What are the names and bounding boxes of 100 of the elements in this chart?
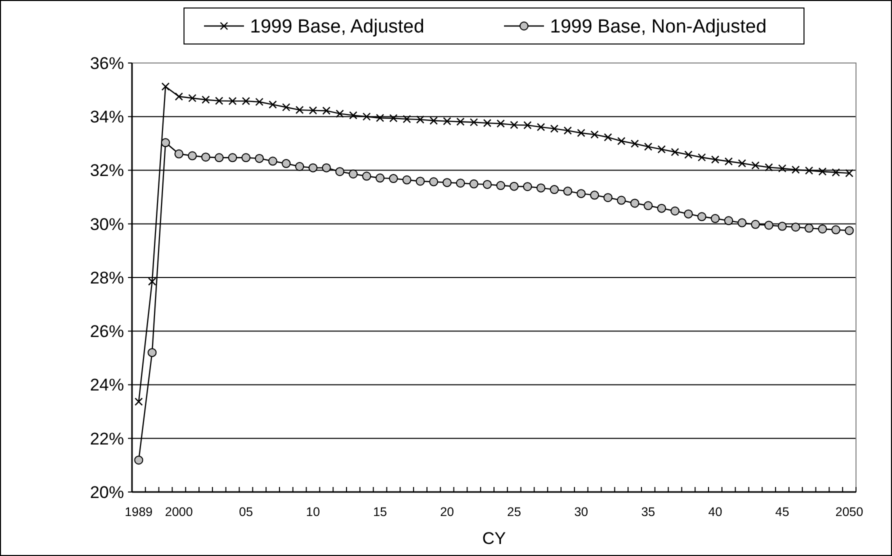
point — [322, 106, 331, 115]
point — [804, 166, 814, 175]
point — [603, 193, 612, 202]
point — [845, 169, 854, 178]
point — [201, 152, 210, 162]
legend-label: 1999 Base, Adjusted — [250, 16, 424, 38]
x-axis-title: CY — [482, 529, 506, 548]
point — [482, 180, 492, 189]
point — [242, 96, 250, 106]
point — [832, 168, 840, 176]
point — [778, 222, 787, 231]
point — [241, 153, 250, 162]
y-tick-label: 34% — [90, 108, 124, 127]
point — [228, 96, 237, 106]
point — [202, 96, 210, 104]
point — [750, 220, 760, 229]
point — [590, 190, 600, 200]
point — [831, 225, 840, 234]
y-tick-label: 30% — [90, 214, 124, 234]
point — [148, 348, 157, 358]
point — [510, 182, 519, 191]
x-tick-label: 40 — [708, 505, 722, 519]
point — [536, 183, 546, 192]
point — [469, 179, 478, 188]
point — [442, 178, 452, 188]
x-tick-label: 45 — [775, 505, 790, 519]
point — [523, 121, 532, 130]
point — [630, 140, 639, 148]
point — [282, 159, 291, 168]
point — [791, 222, 800, 232]
point — [134, 456, 144, 465]
point — [550, 185, 559, 194]
point — [764, 163, 773, 172]
point — [698, 153, 706, 162]
point — [228, 153, 238, 162]
point — [416, 115, 424, 124]
point — [550, 124, 558, 133]
y-tick-label: 24% — [90, 376, 124, 395]
point — [376, 174, 385, 183]
point — [510, 120, 518, 130]
point — [322, 163, 331, 172]
point — [576, 189, 586, 198]
y-tick-label: 20% — [90, 482, 124, 502]
point — [402, 114, 411, 124]
point — [697, 212, 706, 222]
point — [254, 154, 264, 163]
point — [644, 201, 653, 210]
x-tick-label: 35 — [641, 505, 656, 519]
point — [751, 161, 760, 170]
point — [188, 151, 197, 160]
point — [792, 166, 800, 174]
x-tick-label: 25 — [507, 505, 522, 519]
point — [456, 118, 465, 126]
point — [148, 277, 156, 286]
x-tick-label: 20 — [440, 505, 454, 519]
x-tick-label: 15 — [373, 505, 388, 519]
point — [670, 148, 680, 156]
point — [844, 226, 854, 236]
point — [644, 142, 652, 151]
point — [282, 103, 290, 112]
point — [336, 110, 344, 118]
point — [429, 177, 438, 186]
point — [818, 224, 827, 234]
point — [362, 112, 371, 121]
x-tick-label: 05 — [239, 505, 253, 519]
point — [577, 128, 586, 138]
point — [456, 178, 465, 188]
point — [389, 114, 398, 122]
x-tick-label: 10 — [306, 505, 320, 519]
x-tick-label: 1989 — [124, 505, 153, 519]
point — [483, 118, 492, 128]
point — [684, 150, 693, 159]
point — [536, 122, 546, 132]
point — [362, 172, 372, 181]
point — [376, 114, 384, 122]
point — [161, 138, 170, 148]
point — [348, 170, 358, 179]
point — [778, 164, 786, 172]
point — [416, 176, 425, 186]
point — [214, 153, 224, 162]
point — [268, 156, 278, 166]
point — [616, 196, 626, 205]
point — [818, 167, 827, 176]
point — [684, 209, 693, 218]
y-tick-label: 26% — [90, 322, 124, 342]
point — [255, 98, 264, 106]
y-tick-label: 36% — [90, 54, 124, 73]
point — [496, 119, 505, 128]
point — [442, 117, 452, 126]
y-tick-label: 28% — [90, 268, 124, 288]
point — [724, 216, 734, 226]
legend-label: 1999 Base, Non-Adjusted — [550, 16, 767, 38]
point — [617, 136, 626, 146]
point — [295, 106, 304, 114]
point — [295, 162, 304, 171]
point — [710, 214, 720, 224]
point — [738, 159, 746, 168]
point — [738, 218, 747, 228]
point — [308, 106, 318, 115]
point — [657, 145, 666, 154]
